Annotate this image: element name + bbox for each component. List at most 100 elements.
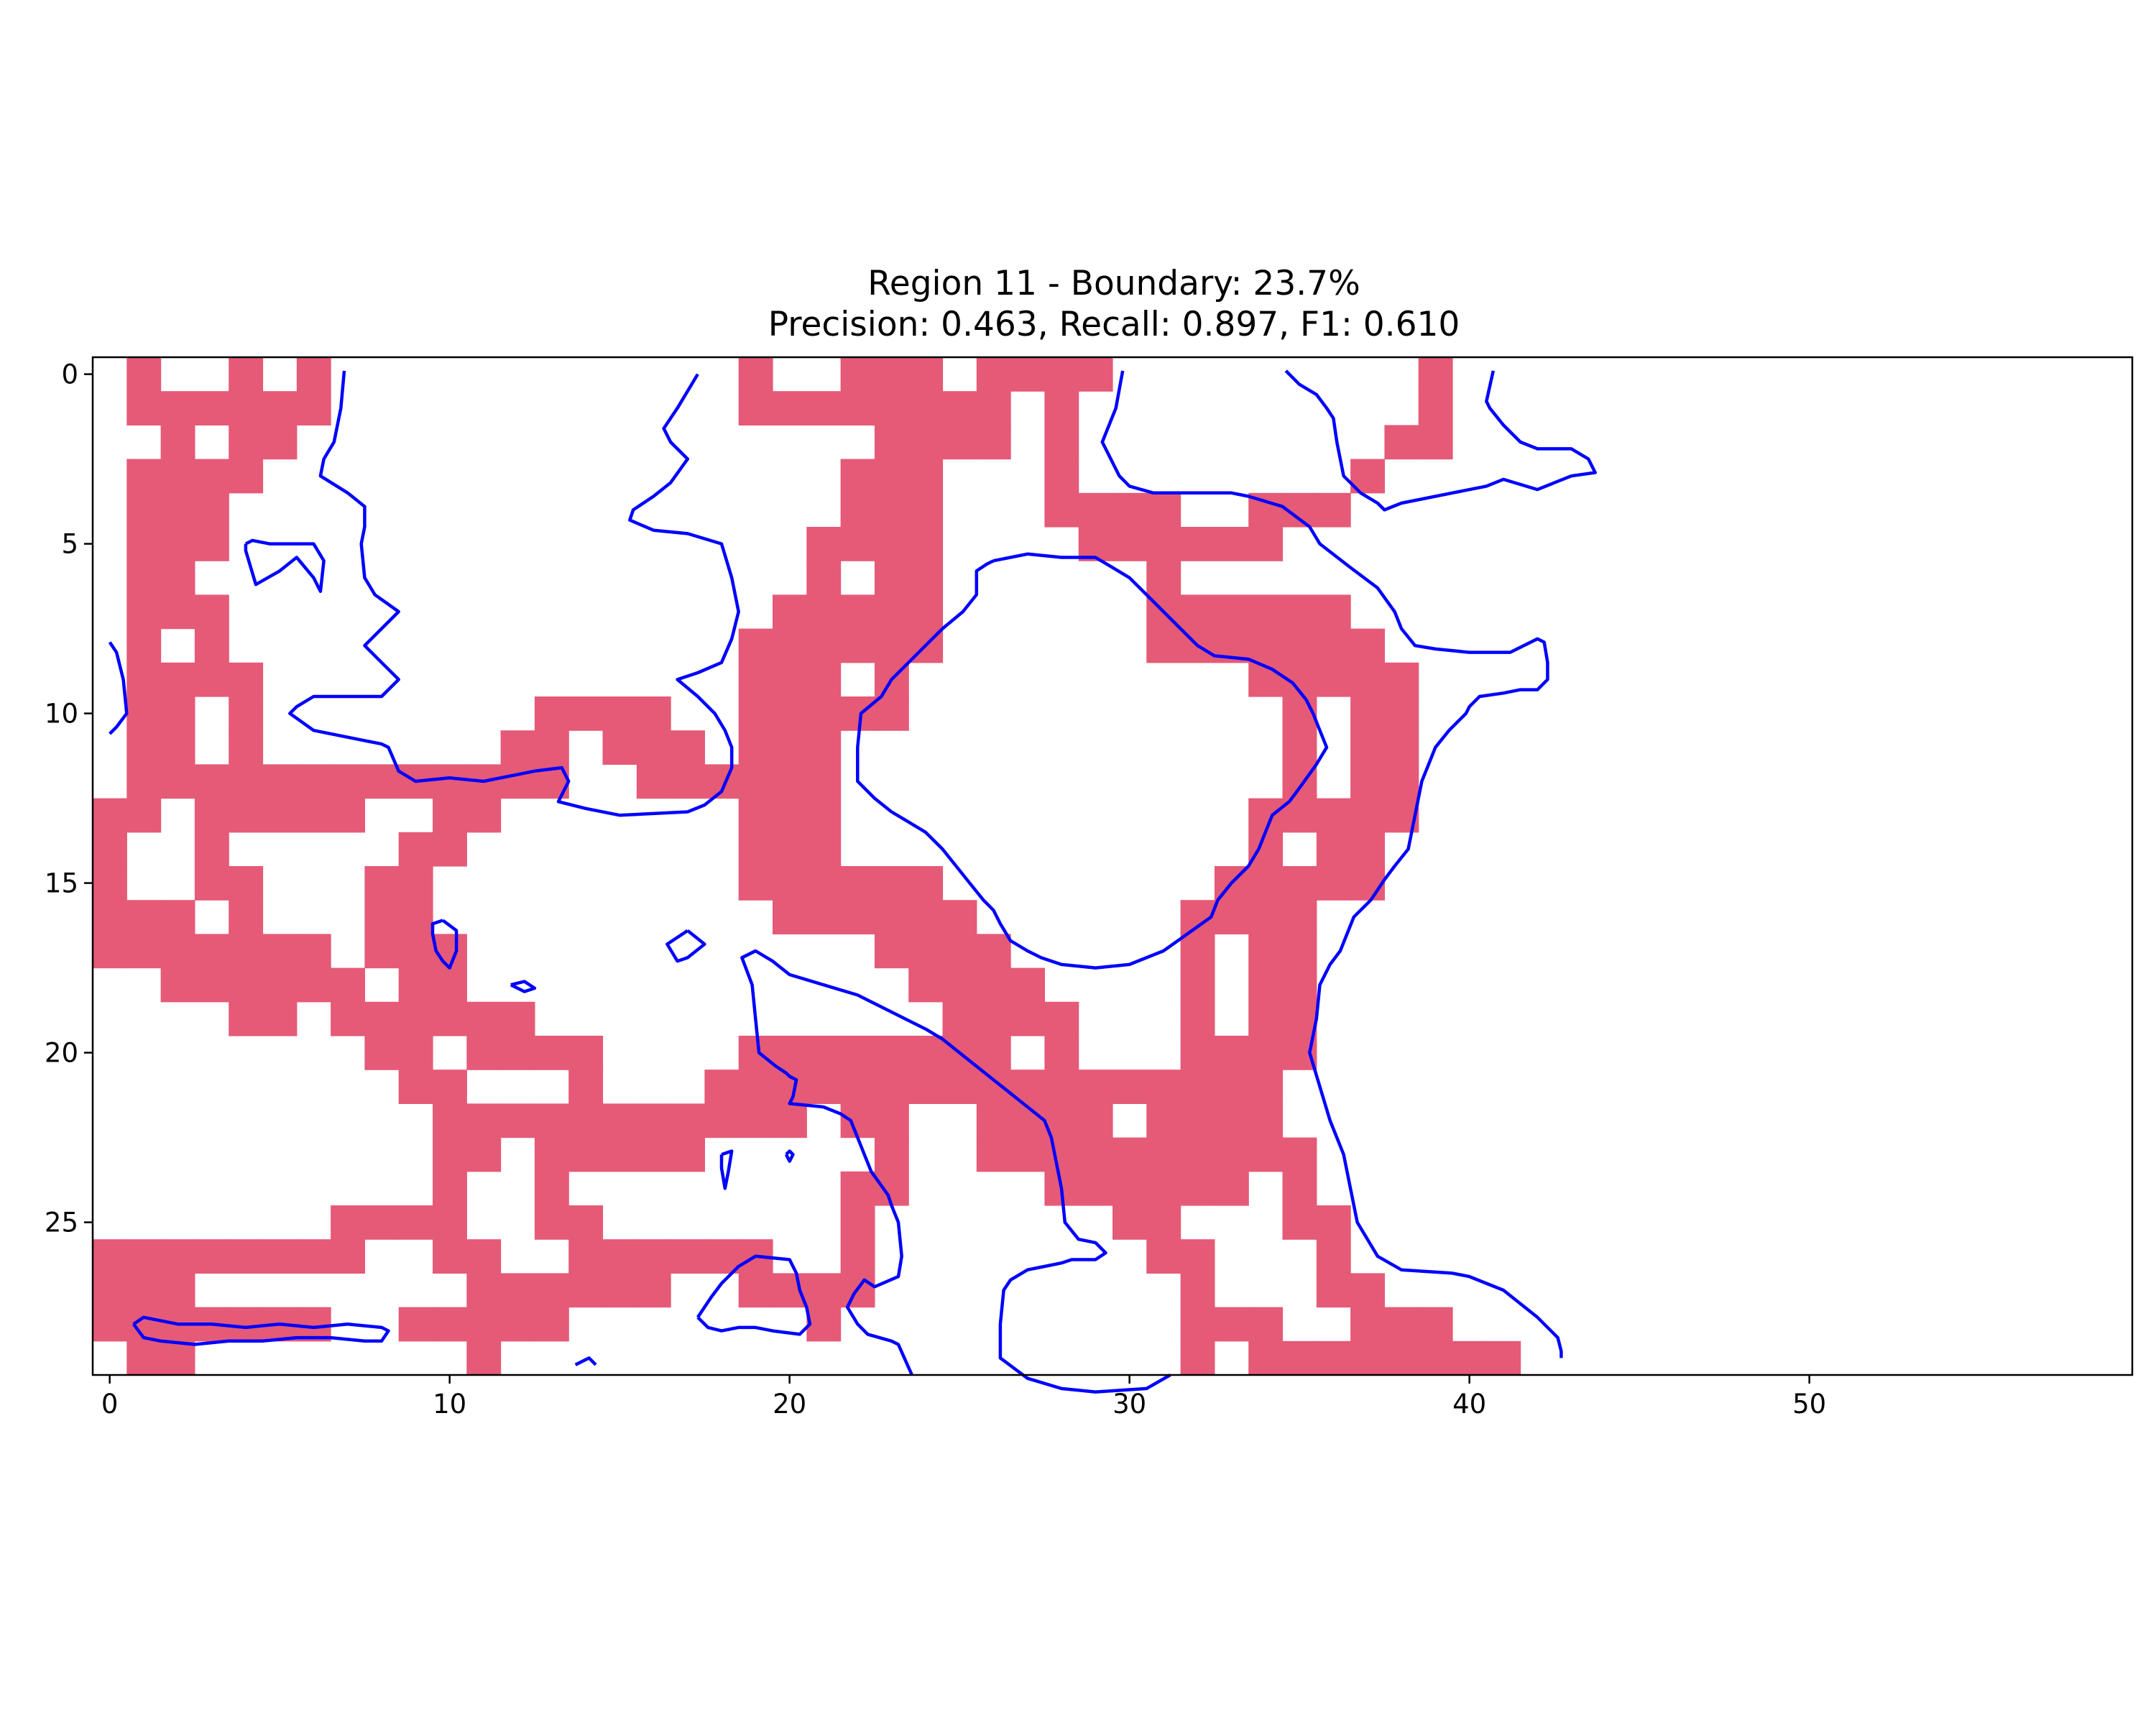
- mask-cell: [160, 391, 195, 426]
- mask-cell: [194, 459, 229, 494]
- mask-cell: [262, 934, 298, 969]
- mask-cell: [1044, 1001, 1079, 1036]
- mask-cell: [671, 764, 705, 799]
- mask-cell: [229, 1239, 264, 1274]
- mask-cell: [671, 730, 705, 765]
- contour-2-line: [244, 538, 326, 593]
- mask-cell: [364, 1001, 400, 1036]
- mask-cell: [806, 1307, 842, 1342]
- mask-cell: [568, 696, 604, 731]
- mask-cell: [908, 866, 944, 901]
- mask-cell: [229, 1001, 264, 1036]
- mask-cell: [93, 900, 127, 934]
- mask-cell: [568, 1239, 604, 1274]
- mask-cell: [738, 730, 773, 765]
- mask-cell: [466, 1103, 502, 1138]
- mask-cell: [1316, 1239, 1351, 1274]
- mask-cell: [1112, 1171, 1147, 1206]
- contour-6-line: [740, 949, 913, 1376]
- mask-cell: [364, 1205, 400, 1240]
- mask-cell: [874, 391, 909, 426]
- contour-8-line: [430, 919, 459, 970]
- mask-cell: [908, 900, 944, 934]
- x-tick-label: 20: [773, 1389, 806, 1420]
- mask-cell: [1350, 866, 1385, 901]
- mask-cell: [1350, 1273, 1385, 1308]
- mask-cell: [194, 594, 229, 630]
- mask-cell: [466, 1340, 502, 1376]
- mask-cell: [1316, 594, 1351, 630]
- mask-cell: [1044, 459, 1079, 494]
- mask-cell: [636, 696, 671, 731]
- mask-cell: [602, 730, 637, 765]
- mask-cell: [840, 357, 875, 392]
- mask-cell: [398, 1070, 433, 1104]
- mask-cell: [1418, 1307, 1453, 1342]
- mask-cell: [976, 934, 1011, 969]
- mask-cell: [433, 1001, 467, 1036]
- mask-cell: [500, 1036, 535, 1070]
- mask-cell: [331, 798, 365, 833]
- mask-cell: [1010, 1137, 1045, 1172]
- mask-cell: [1248, 1036, 1284, 1070]
- mask-cell: [1282, 1171, 1317, 1206]
- mask-cell: [908, 527, 944, 561]
- mask-cell: [433, 1205, 467, 1240]
- mask-cell: [1044, 1036, 1079, 1070]
- mask-cell: [194, 527, 229, 561]
- mask-cell: [93, 798, 127, 833]
- mask-cell: [194, 391, 229, 426]
- mask-cell: [1078, 527, 1113, 561]
- mask-cell: [1350, 696, 1385, 731]
- mask-cell: [466, 1001, 502, 1036]
- mask-cell: [1248, 527, 1284, 561]
- mask-cell: [636, 764, 671, 799]
- mask-cell: [1350, 628, 1385, 663]
- mask-cell: [1384, 696, 1419, 731]
- mask-cell: [1112, 1205, 1147, 1240]
- mask-cell: [296, 1239, 331, 1274]
- mask-cell: [160, 662, 195, 697]
- contour-12-line: [784, 1149, 795, 1163]
- mask-cell: [194, 866, 229, 901]
- mask-cell: [874, 1036, 909, 1070]
- contour-13-line: [696, 1254, 812, 1336]
- mask-cell: [1452, 1340, 1487, 1376]
- mask-cell: [93, 866, 127, 901]
- mask-cell: [534, 1307, 569, 1342]
- mask-cell: [1282, 594, 1317, 630]
- mask-cell: [1248, 1103, 1284, 1138]
- mask-cell: [126, 594, 162, 630]
- mask-cell: [229, 357, 264, 392]
- mask-cell: [840, 1239, 875, 1274]
- mask-cell: [534, 1103, 569, 1138]
- mask-cell: [433, 1070, 467, 1104]
- mask-cell: [1146, 1239, 1181, 1274]
- mask-cell: [908, 561, 944, 595]
- mask-cell: [126, 934, 162, 969]
- mask-cell: [1282, 628, 1317, 663]
- contour-1-line: [288, 370, 740, 817]
- mask-cell: [1146, 1137, 1181, 1172]
- mask-cell: [1248, 662, 1284, 697]
- mask-cell: [840, 696, 875, 731]
- mask-cell: [364, 866, 400, 901]
- mask-cell: [1316, 1340, 1351, 1376]
- mask-cell: [874, 1171, 909, 1206]
- mask-cell: [1384, 425, 1419, 460]
- mask-cell: [1350, 1307, 1385, 1342]
- mask-cell: [840, 1036, 875, 1070]
- mask-cell: [534, 1036, 569, 1070]
- mask-cell: [194, 628, 229, 663]
- mask-cell: [908, 391, 944, 426]
- mask-cell: [1146, 492, 1181, 528]
- mask-cell: [1214, 1137, 1249, 1172]
- mask-cell: [364, 900, 400, 934]
- mask-cell: [874, 561, 909, 595]
- mask-cell: [773, 730, 807, 765]
- mask-cell: [1350, 1340, 1385, 1376]
- mask-cell: [908, 492, 944, 528]
- mask-cell: [1248, 798, 1284, 833]
